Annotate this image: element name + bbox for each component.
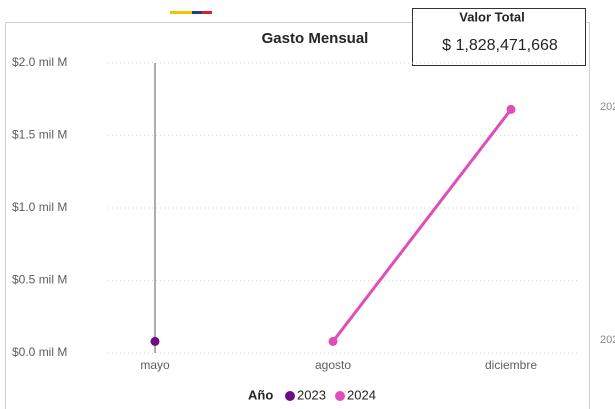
chart-title: Gasto Mensual bbox=[262, 30, 369, 47]
legend-title: Año bbox=[248, 387, 273, 402]
data-point bbox=[328, 336, 338, 346]
chart-panel bbox=[5, 22, 590, 409]
data-point bbox=[150, 336, 160, 346]
card-value: $ 1,828,471,668 bbox=[442, 37, 558, 54]
y-tick-label: $2.0 mil M bbox=[12, 55, 67, 69]
data-point bbox=[506, 104, 516, 114]
card-title: Valor Total bbox=[459, 9, 525, 24]
x-tick-label: diciembre bbox=[485, 358, 537, 372]
flag-blue bbox=[192, 11, 202, 14]
y-tick-label: $0.0 mil M bbox=[12, 345, 67, 359]
flag-red bbox=[202, 11, 212, 14]
side-label: 2023 bbox=[600, 334, 615, 346]
y-tick-label: $0.5 mil M bbox=[12, 273, 67, 287]
series-line bbox=[331, 108, 513, 343]
card bbox=[412, 8, 586, 66]
y-tick-label: $1.5 mil M bbox=[12, 128, 67, 142]
legend-label: 2024 bbox=[347, 387, 376, 402]
y-tick-label: $1.0 mil M bbox=[12, 200, 67, 214]
x-tick-label: agosto bbox=[315, 358, 351, 372]
legend-label: 2023 bbox=[297, 387, 326, 402]
legend-marker bbox=[285, 391, 295, 401]
flag-yellow bbox=[170, 11, 192, 14]
x-tick-label: mayo bbox=[140, 358, 170, 372]
side-label: 2024 bbox=[600, 101, 615, 113]
legend-marker bbox=[335, 391, 345, 401]
